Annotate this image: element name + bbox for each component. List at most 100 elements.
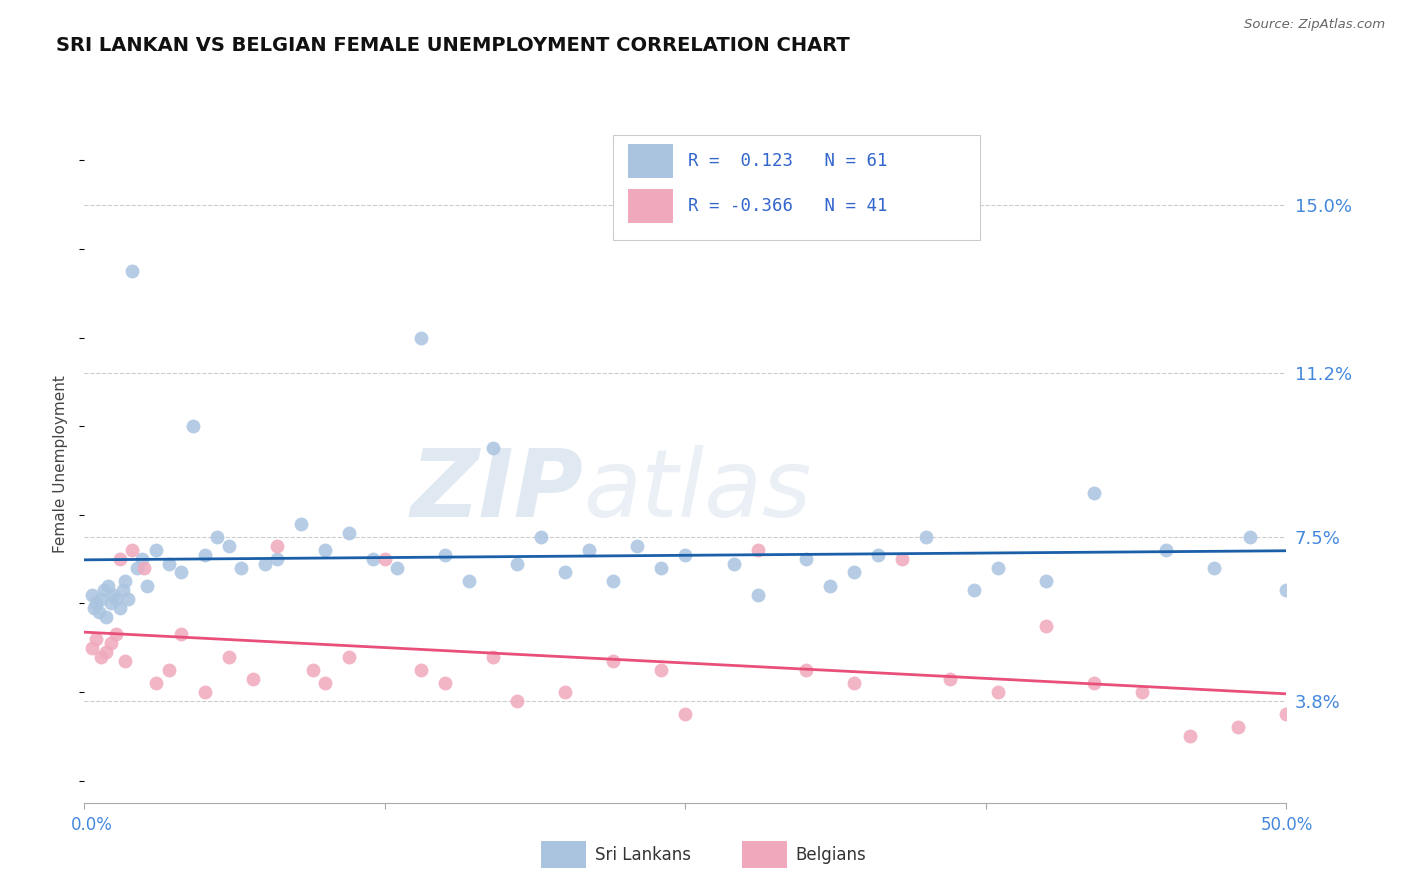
Point (134, 561, 156, 575)
Point (890, 552, 912, 566)
Point (121, 543, 143, 558)
Y-axis label: Female Unemployment: Female Unemployment (53, 375, 69, 553)
Point (103, 588, 125, 602)
Point (157, 663, 180, 677)
Point (1156, 543, 1178, 558)
Point (939, 672, 962, 686)
Point (104, 592, 127, 607)
Point (93, 583, 115, 598)
Point (117, 592, 139, 607)
Point (747, 588, 769, 602)
Text: atlas: atlas (583, 445, 811, 536)
Point (963, 583, 986, 598)
FancyBboxPatch shape (613, 135, 980, 240)
Text: Belgians: Belgians (796, 847, 866, 864)
Point (602, 654, 624, 668)
Point (218, 649, 240, 664)
Point (87, 605, 110, 619)
Point (1083, 676, 1105, 690)
Point (80, 640, 103, 655)
Point (110, 552, 132, 566)
Point (842, 676, 865, 690)
Point (111, 583, 134, 598)
Point (1275, 583, 1298, 598)
Point (127, 561, 149, 575)
Point (1227, 721, 1250, 735)
Point (650, 663, 672, 677)
Point (114, 654, 136, 668)
Text: Sri Lankans: Sri Lankans (595, 847, 690, 864)
Point (987, 685, 1010, 699)
Point (747, 543, 769, 558)
Point (100, 596, 122, 610)
Text: 50.0%: 50.0% (1260, 816, 1313, 834)
Text: R = -0.366   N = 41: R = -0.366 N = 41 (688, 197, 887, 215)
Point (145, 543, 167, 558)
Point (145, 676, 167, 690)
Point (97, 579, 120, 593)
Point (86, 596, 108, 610)
Text: ZIP: ZIP (411, 445, 583, 537)
Point (83, 600, 105, 615)
Point (90, 592, 112, 607)
Point (842, 566, 865, 580)
Text: Source: ZipAtlas.com: Source: ZipAtlas.com (1244, 18, 1385, 31)
Point (1275, 707, 1298, 722)
Point (266, 539, 288, 553)
Point (794, 552, 817, 566)
Point (218, 539, 240, 553)
Point (482, 442, 505, 456)
Point (266, 552, 288, 566)
Point (157, 557, 180, 571)
Point (602, 574, 624, 589)
Point (1239, 530, 1261, 544)
Point (242, 672, 264, 686)
Point (650, 561, 672, 575)
Point (434, 676, 457, 690)
Point (86, 632, 108, 646)
Point (135, 579, 157, 593)
Point (301, 663, 323, 677)
Point (131, 552, 153, 566)
Text: 0.0%: 0.0% (70, 816, 112, 834)
Point (675, 548, 697, 562)
Point (374, 552, 396, 566)
Point (104, 627, 127, 641)
Point (290, 516, 312, 531)
Point (181, 419, 204, 434)
Point (90, 649, 112, 664)
Point (482, 649, 505, 664)
Point (169, 566, 191, 580)
Point (554, 685, 576, 699)
Point (866, 548, 889, 562)
Point (253, 557, 276, 571)
Point (361, 552, 384, 566)
Point (194, 685, 217, 699)
Point (794, 663, 817, 677)
Point (434, 548, 457, 562)
Point (229, 561, 252, 575)
Point (578, 543, 600, 558)
Point (818, 579, 841, 593)
Point (205, 530, 228, 544)
Bar (627, 189, 673, 223)
Point (121, 264, 143, 278)
Point (80, 588, 103, 602)
Point (94, 609, 117, 624)
Point (94, 645, 117, 659)
Point (1130, 685, 1153, 699)
Point (915, 530, 938, 544)
Point (1180, 729, 1202, 743)
Point (1035, 574, 1057, 589)
Point (114, 574, 136, 589)
Point (1083, 485, 1105, 500)
Point (1035, 618, 1057, 632)
Point (458, 574, 481, 589)
Point (626, 539, 648, 553)
Point (110, 600, 132, 615)
Point (987, 561, 1010, 575)
Point (337, 525, 360, 540)
Point (314, 676, 336, 690)
Point (723, 557, 745, 571)
Point (409, 330, 432, 344)
